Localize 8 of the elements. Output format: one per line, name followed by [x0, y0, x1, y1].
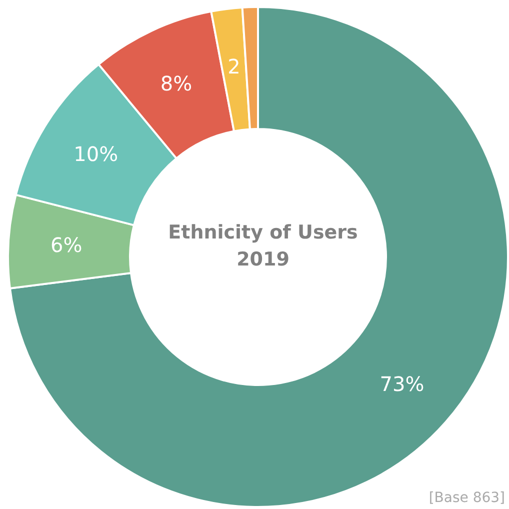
data-label: 2	[228, 54, 240, 79]
data-label: 8%	[160, 71, 192, 96]
data-label: 73%	[380, 372, 424, 396]
text: Ethnicity of Users	[168, 222, 358, 244]
text: 2019	[236, 248, 290, 270]
data-label: 10%	[74, 142, 118, 166]
data-label: 6%	[50, 232, 82, 257]
text: [Base 863]	[428, 490, 505, 506]
